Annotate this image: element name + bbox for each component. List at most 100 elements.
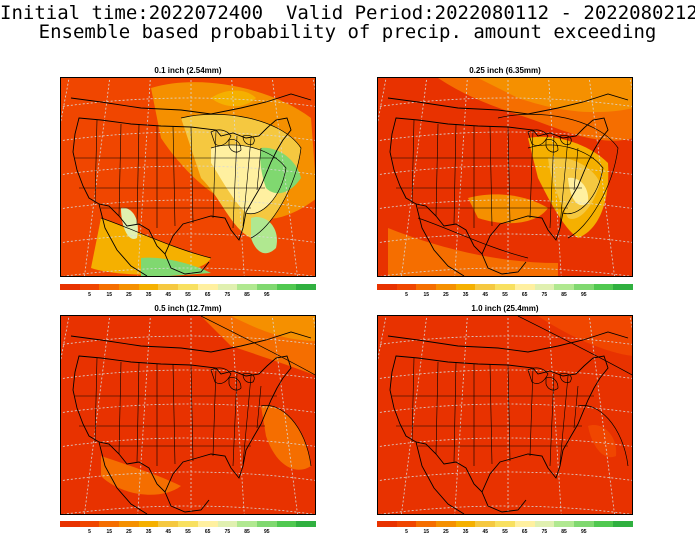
colorbar-swatch bbox=[217, 521, 238, 527]
colorbar-swatch bbox=[475, 284, 496, 290]
header-line-1: Initial time:2022072400 Valid Period:202… bbox=[0, 2, 695, 24]
header-line-2: Ensemble based probability of precip. am… bbox=[38, 21, 657, 43]
colorbar-1 bbox=[60, 284, 316, 290]
probability-map-2 bbox=[377, 77, 633, 277]
colorbar-label: 75 bbox=[541, 529, 548, 535]
colorbar-label: 75 bbox=[224, 292, 231, 298]
colorbar-label: 95 bbox=[580, 529, 587, 535]
colorbar-swatch bbox=[455, 521, 476, 527]
colorbar-swatch bbox=[554, 284, 574, 290]
colorbar-swatch bbox=[276, 521, 297, 527]
colorbar-label: 45 bbox=[482, 529, 489, 535]
colorbar-label: 15 bbox=[106, 529, 112, 535]
colorbar-swatch bbox=[396, 284, 417, 290]
colorbar-swatch bbox=[256, 284, 277, 290]
colorbar-label: 25 bbox=[443, 529, 449, 535]
colorbar-label: 95 bbox=[580, 292, 587, 298]
colorbar-label: 85 bbox=[244, 529, 250, 535]
colorbar-4 bbox=[377, 521, 633, 527]
colorbar-swatch bbox=[514, 521, 535, 527]
colorbar-label: 5 bbox=[405, 529, 408, 535]
colorbar-swatch bbox=[495, 521, 515, 527]
colorbar-label: 25 bbox=[443, 292, 449, 298]
colorbar-swatch bbox=[79, 284, 100, 290]
colorbar-label: 65 bbox=[521, 529, 528, 535]
colorbar-swatch bbox=[296, 521, 316, 527]
colorbar-swatch bbox=[593, 521, 614, 527]
colorbar-swatch bbox=[613, 284, 633, 290]
colorbar-swatch bbox=[158, 284, 179, 290]
colorbar-swatch bbox=[119, 284, 139, 290]
colorbar-labels-2: 5 15 25 35 45 55 65 75 85 95 bbox=[377, 292, 633, 300]
colorbar-swatch bbox=[514, 284, 535, 290]
colorbar-label: 55 bbox=[502, 292, 508, 298]
colorbar-swatch bbox=[217, 284, 238, 290]
colorbar-label: 15 bbox=[423, 529, 429, 535]
colorbar-label: 25 bbox=[126, 529, 132, 535]
colorbar-label: 5 bbox=[405, 292, 408, 298]
colorbar-labels-1: 5 15 25 35 45 55 65 75 85 95 bbox=[60, 292, 316, 300]
colorbar-label: 45 bbox=[165, 529, 172, 535]
colorbar-swatch bbox=[178, 284, 198, 290]
figure-header: Initial time:2022072400 Valid Period:202… bbox=[0, 0, 695, 42]
colorbar-label: 65 bbox=[521, 292, 528, 298]
probability-map-3 bbox=[60, 315, 316, 515]
colorbar-swatch bbox=[534, 521, 555, 527]
probability-map-4 bbox=[377, 315, 633, 515]
colorbar-label: 55 bbox=[502, 529, 508, 535]
colorbar-swatch bbox=[197, 521, 218, 527]
colorbar-label: 95 bbox=[263, 292, 270, 298]
colorbar-label: 35 bbox=[145, 292, 152, 298]
colorbar-swatch bbox=[613, 521, 633, 527]
colorbar-swatch bbox=[475, 521, 496, 527]
colorbar-label: 35 bbox=[145, 529, 152, 535]
colorbar-swatch bbox=[60, 284, 80, 290]
colorbar-swatch bbox=[534, 284, 555, 290]
colorbar-label: 75 bbox=[224, 529, 231, 535]
colorbar-swatch bbox=[296, 284, 316, 290]
colorbar-label: 95 bbox=[263, 529, 270, 535]
colorbar-swatch bbox=[573, 284, 594, 290]
colorbar-label: 35 bbox=[462, 292, 469, 298]
colorbar-swatch bbox=[256, 521, 277, 527]
colorbar-label: 5 bbox=[88, 529, 91, 535]
colorbar-3 bbox=[60, 521, 316, 527]
colorbar-swatch bbox=[455, 284, 476, 290]
colorbar-label: 65 bbox=[204, 292, 211, 298]
colorbar-swatch bbox=[60, 521, 80, 527]
colorbar-swatch bbox=[276, 284, 297, 290]
colorbar-swatch bbox=[237, 521, 257, 527]
colorbar-swatch bbox=[99, 521, 120, 527]
colorbar-swatch bbox=[416, 284, 437, 290]
colorbar-label: 15 bbox=[106, 292, 112, 298]
colorbar-swatch bbox=[138, 284, 159, 290]
colorbar-labels-3: 5 15 25 35 45 55 65 75 85 95 bbox=[60, 529, 316, 537]
colorbar-labels-4: 5 15 25 35 45 55 65 75 85 95 bbox=[377, 529, 633, 537]
colorbar-swatch bbox=[436, 521, 456, 527]
panel-title-3: 0.5 inch (12.7mm) bbox=[154, 304, 222, 313]
colorbar-swatch bbox=[197, 284, 218, 290]
colorbar-swatch bbox=[377, 284, 397, 290]
colorbar-swatch bbox=[436, 284, 456, 290]
colorbar-label: 65 bbox=[204, 529, 211, 535]
colorbar-swatch bbox=[573, 521, 594, 527]
colorbar-swatch bbox=[495, 284, 515, 290]
colorbar-2 bbox=[377, 284, 633, 290]
colorbar-label: 85 bbox=[561, 529, 567, 535]
colorbar-label: 25 bbox=[126, 292, 132, 298]
colorbar-label: 85 bbox=[561, 292, 567, 298]
panel-title-4: 1.0 inch (25.4mm) bbox=[471, 304, 539, 313]
colorbar-label: 55 bbox=[185, 292, 191, 298]
colorbar-label: 45 bbox=[165, 292, 172, 298]
colorbar-swatch bbox=[237, 284, 257, 290]
probability-map-1 bbox=[60, 77, 316, 277]
colorbar-swatch bbox=[178, 521, 198, 527]
colorbar-label: 5 bbox=[88, 292, 91, 298]
colorbar-swatch bbox=[79, 521, 100, 527]
colorbar-swatch bbox=[416, 521, 437, 527]
colorbar-label: 85 bbox=[244, 292, 250, 298]
colorbar-swatch bbox=[99, 284, 120, 290]
colorbar-label: 15 bbox=[423, 292, 429, 298]
colorbar-swatch bbox=[158, 521, 179, 527]
colorbar-swatch bbox=[554, 521, 574, 527]
